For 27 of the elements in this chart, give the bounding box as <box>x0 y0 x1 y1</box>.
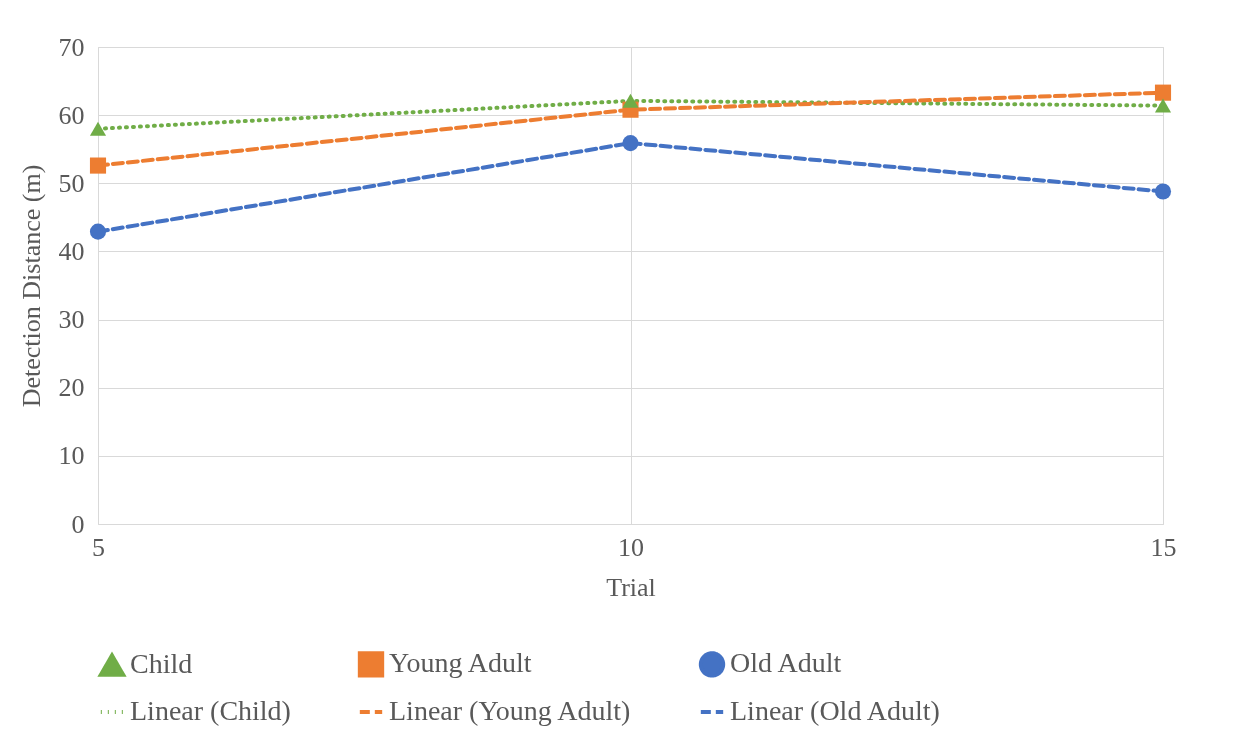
x-axis-title: Trial <box>606 572 656 602</box>
point <box>622 135 639 152</box>
y-tick-label: 40 <box>58 236 85 266</box>
legend-label: Linear (Old Adult) <box>730 695 940 726</box>
x-tick-label: 5 <box>92 532 105 562</box>
y-tick-label: 70 <box>58 32 85 62</box>
y-tick-label: 50 <box>58 168 85 198</box>
point <box>622 93 639 108</box>
point <box>89 121 107 136</box>
legend-label: Child <box>130 648 193 680</box>
y-tick-label: 20 <box>58 373 85 403</box>
legend-label: Linear (Child) <box>130 695 291 726</box>
y-tick-label: 30 <box>58 305 85 335</box>
y-tick-label: 60 <box>58 100 85 130</box>
y-axis-title: Detection Distance (m) <box>16 164 46 408</box>
point <box>1154 183 1172 200</box>
x-tick-label: 15 <box>1150 532 1177 562</box>
legend-label: Young Adult <box>389 647 532 679</box>
legend-label: Old Adult <box>730 647 842 679</box>
x-tick-label: 10 <box>618 532 644 562</box>
point <box>1154 84 1172 101</box>
y-tick-label: 10 <box>58 441 85 471</box>
legend-label: Linear (Young Adult) <box>389 695 631 726</box>
point <box>1154 98 1172 113</box>
point <box>89 157 107 174</box>
point <box>89 223 107 240</box>
y-tick-label: 0 <box>71 509 85 539</box>
